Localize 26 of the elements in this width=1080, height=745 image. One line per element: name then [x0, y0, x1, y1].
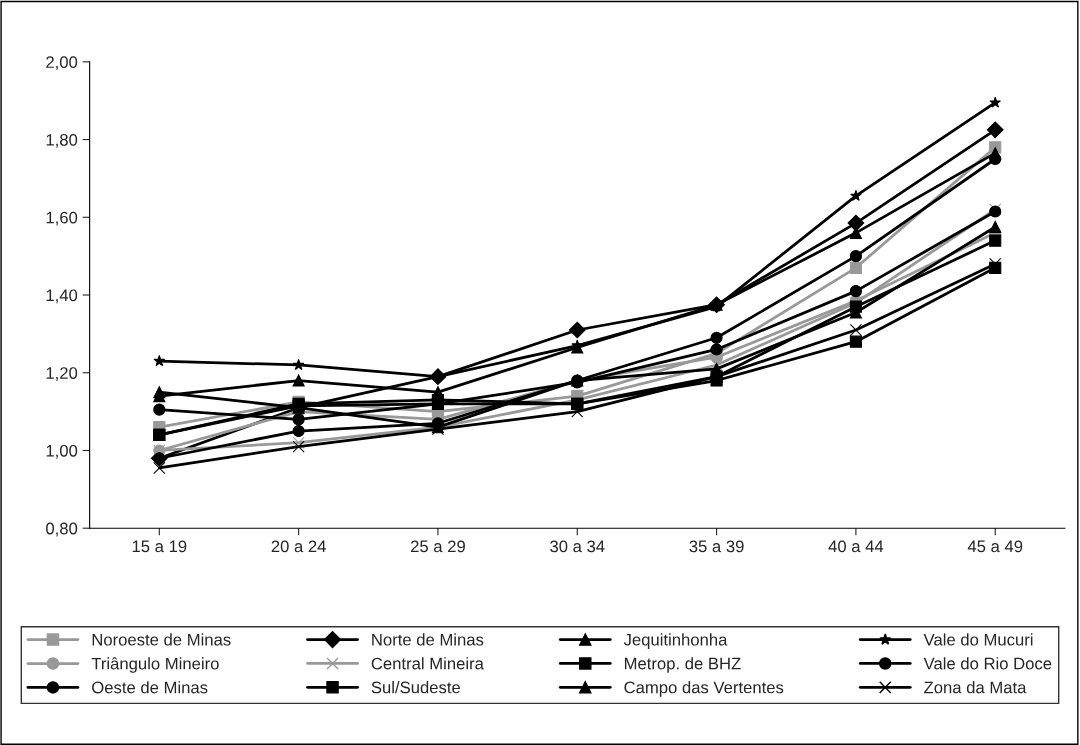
legend-label: Norte de Minas [372, 633, 484, 646]
legend-label: Vale do Mucuri [923, 633, 1033, 646]
y-tick-label: 1,60 [46, 211, 78, 226]
legend-label: Central Mineira [371, 657, 484, 670]
legend-label: Vale do Rio Doce [923, 657, 1052, 670]
legend-label: Jequitinhonha [623, 633, 728, 649]
x-tick-label: 30 a 34 [550, 540, 605, 553]
y-tick-label: 1,00 [46, 444, 78, 459]
y-tick-label: 1,80 [46, 133, 78, 148]
x-tick-label: 45 a 49 [967, 540, 1023, 553]
y-tick-label: 2,00 [46, 56, 78, 71]
x-tick-label: 40 a 44 [828, 540, 884, 553]
legend-label: Triângulo Mineiro [91, 657, 219, 673]
y-tick-label: 0,80 [46, 522, 78, 537]
x-tick-label: 15 a 19 [132, 540, 187, 553]
legend-label: Campo das Vertentes [624, 681, 784, 697]
x-tick-label: 20 a 24 [271, 540, 326, 553]
legend-label: Noroeste de Minas [92, 633, 231, 646]
x-tick-label: 35 a 39 [689, 540, 744, 553]
y-tick-label: 1,40 [46, 289, 78, 304]
y-tick-label: 1,20 [46, 367, 78, 381]
legend-label: Metrop. de BHZ [624, 657, 741, 673]
legend-label: Zona da Mata [924, 681, 1027, 694]
x-tick-label: 25 a 29 [410, 540, 465, 553]
legend-label: Oeste de Minas [92, 681, 208, 694]
legend-label: Sul/Sudeste [371, 681, 461, 694]
